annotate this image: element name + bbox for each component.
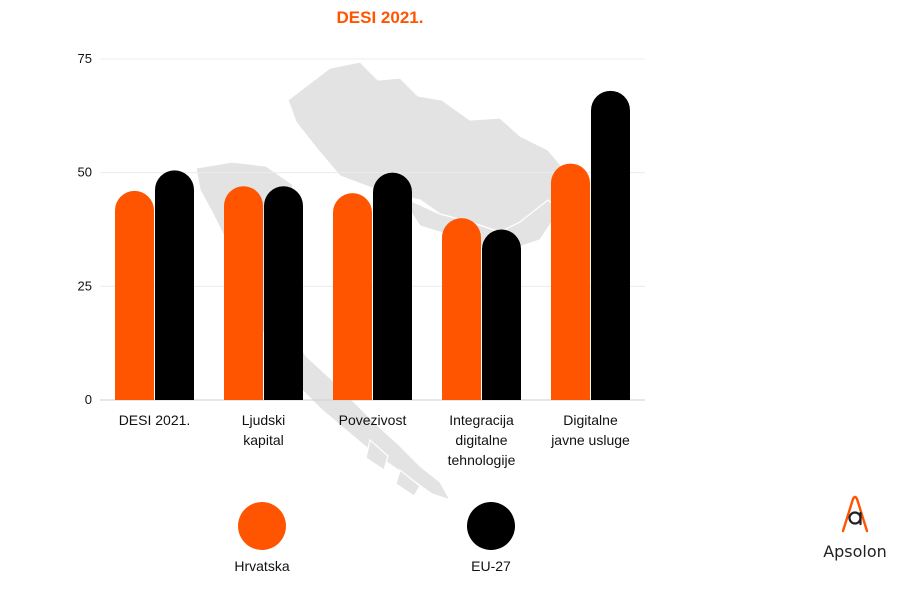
y-tick-label: 0 [85,392,92,407]
legend-label: Hrvatska [234,558,289,574]
bar-eu-27 [373,172,412,400]
legend-swatch [467,502,515,550]
bar-hrvatska [551,163,590,400]
bars [115,90,630,401]
category-label: Digitalne [563,412,618,428]
category-label: Integracija [449,412,514,428]
y-tick-label: 50 [78,165,92,180]
chart-title: DESI 2021. [336,8,424,27]
brand-logo: Apsolon [815,493,895,561]
y-tick-label: 25 [78,278,92,293]
bar-hrvatska [115,190,154,400]
bar-hrvatska [442,218,481,400]
bar-eu-27 [264,186,303,400]
category-label: digitalne [455,432,507,448]
bar-hrvatska [333,193,372,400]
y-tick-labels: 0 25 50 75 [78,51,92,407]
legend-swatch [238,502,286,550]
category-label: DESI 2021. [119,412,191,428]
category-label: Povezivost [339,412,407,428]
category-labels: DESI 2021. Ljudski kapital Povezivost Integr… [119,412,630,468]
bar-hrvatska [224,186,263,400]
category-label: tehnologije [448,452,516,468]
bar-eu-27 [482,229,521,400]
y-tick-label: 75 [78,51,92,66]
legend: Hrvatska EU-27 [234,502,515,574]
category-label: Ljudski [242,412,286,428]
legend-label: EU-27 [471,558,511,574]
bar-eu-27 [155,170,194,400]
category-label: kapital [243,432,283,448]
apsolon-logo-icon [841,495,869,533]
bar-eu-27 [591,90,630,401]
category-label: javne usluge [550,432,630,448]
brand-name: Apsolon [823,542,887,561]
